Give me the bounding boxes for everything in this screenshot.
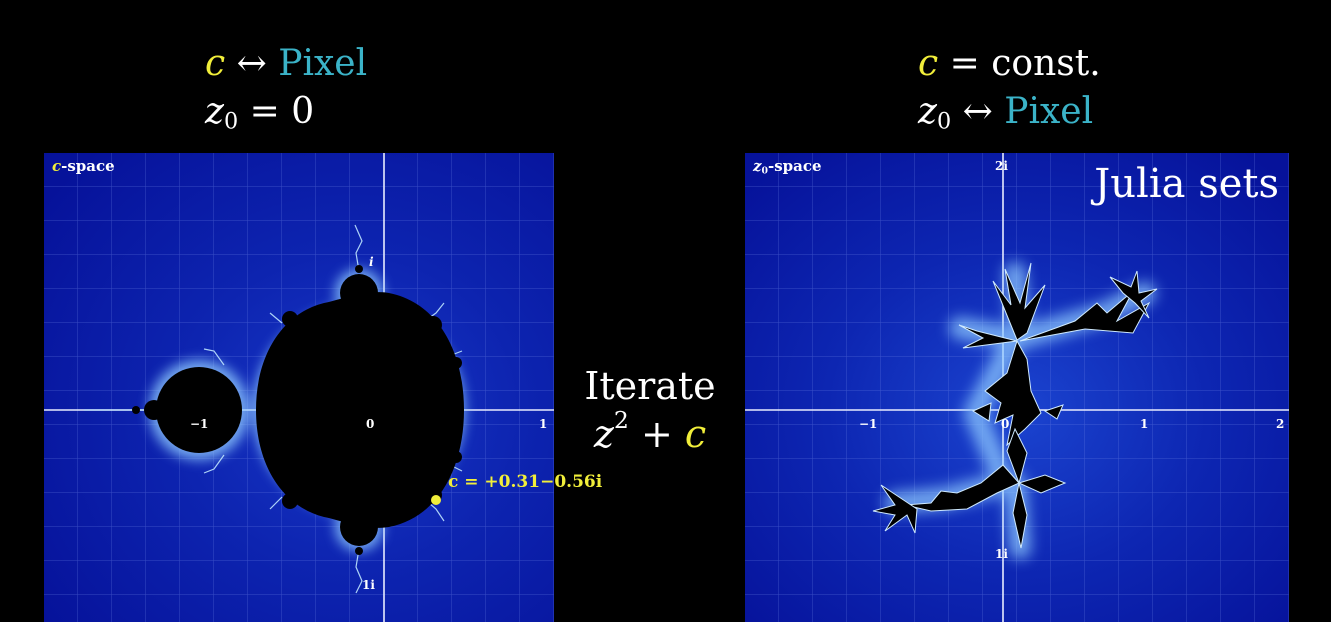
pixel-word: Pixel	[1004, 91, 1094, 132]
mandelbrot-plot	[44, 153, 554, 622]
tick-one: 1	[1140, 417, 1149, 431]
left-caption-line1: c ↔ Pixel	[205, 40, 367, 88]
space-var: z	[753, 157, 762, 175]
tick-zero: 0	[366, 417, 375, 431]
tick-2i: 2i	[995, 159, 1008, 173]
tick-i-bottom: 1i	[362, 578, 375, 592]
right-caption: c = const. z0 ↔ Pixel	[918, 40, 1101, 146]
tick-neg1: −1	[859, 417, 878, 431]
julia-panel: z0-space Julia sets −1 0 1 2 2i 1i	[745, 153, 1289, 622]
left-caption-line2: z0 = 0	[205, 88, 367, 146]
formula-c: c	[684, 412, 707, 456]
c-var: c	[918, 43, 939, 84]
equals-zero: = 0	[249, 91, 315, 132]
left-caption: c ↔ Pixel z0 = 0	[205, 40, 367, 146]
space-text: -space	[61, 157, 115, 175]
z-subscript: 0	[936, 108, 952, 135]
formula-plus: +	[640, 412, 673, 456]
formula-exponent: 2	[613, 406, 629, 435]
z0-space-label: z0-space	[753, 157, 822, 176]
tick-one: 1	[539, 417, 548, 431]
c-point-marker[interactable]	[431, 495, 441, 505]
z-var: z	[918, 91, 937, 132]
space-var: c	[52, 157, 62, 175]
tick-zero: 0	[1001, 417, 1010, 431]
mandelbrot-panel: c-space −1 0 1 i 1i	[44, 153, 554, 622]
julia-sets-title: Julia sets	[1094, 161, 1279, 207]
equals-const: = const.	[949, 43, 1101, 84]
tick-two: 2	[1276, 417, 1285, 431]
tick-i-top: i	[369, 255, 374, 269]
space-subscript: 0	[761, 165, 769, 177]
tick-neg1: −1	[190, 417, 209, 431]
space-text: -space	[768, 157, 822, 175]
pixel-word: Pixel	[278, 43, 368, 84]
arrow: ↔	[962, 91, 993, 132]
z-var: z	[205, 91, 224, 132]
c-var: c	[205, 43, 226, 84]
iterate-label: Iterate	[584, 364, 716, 408]
julia-plot	[745, 153, 1289, 622]
arrow: ↔	[236, 43, 267, 84]
tick-1i: 1i	[995, 547, 1008, 561]
c-space-label: c-space	[52, 157, 115, 175]
formula: z2 + c	[580, 408, 720, 458]
formula-z: z	[593, 412, 614, 456]
c-value-label: c = +0.31−0.56i	[448, 472, 603, 492]
right-caption-line1: c = const.	[918, 40, 1101, 88]
right-caption-line2: z0 ↔ Pixel	[918, 88, 1101, 146]
julia-set	[872, 262, 1158, 549]
iterate-formula: Iterate z2 + c	[580, 362, 720, 458]
z-subscript: 0	[223, 108, 239, 135]
